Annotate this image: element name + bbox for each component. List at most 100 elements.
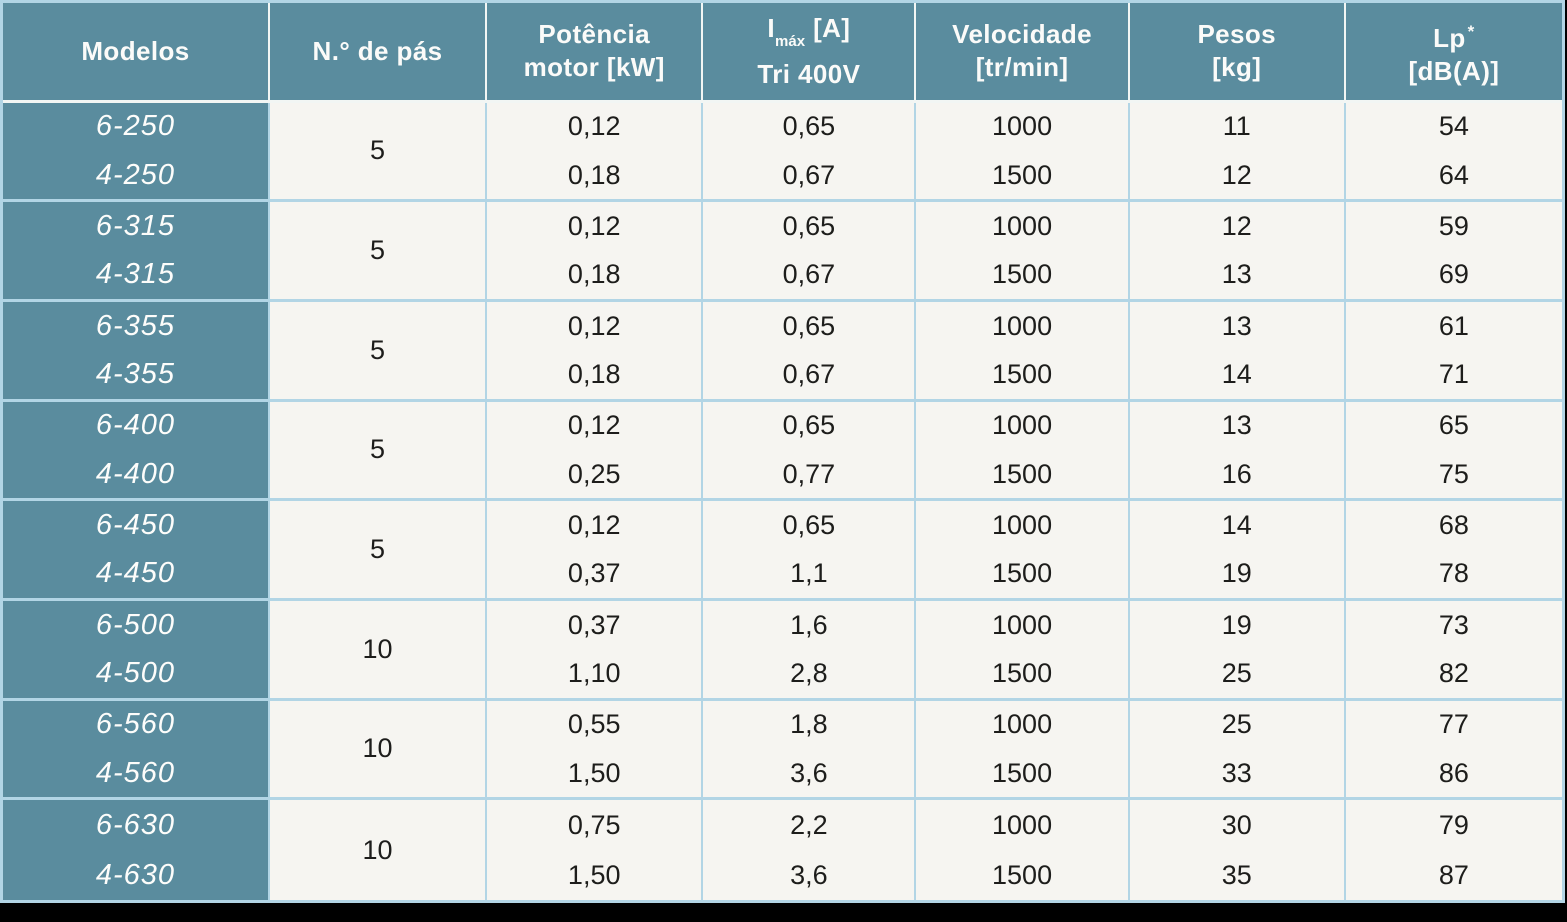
noise-cell: 61 71 [1345, 301, 1562, 402]
cell-value: 5 [370, 534, 386, 565]
cell-value: 13 [1221, 259, 1252, 290]
cell-value: 30 [1221, 809, 1252, 840]
cell-value: 0,37 [567, 609, 621, 640]
current-cell: 0,65 0,77 [703, 401, 917, 502]
header-modelos: Modelos [3, 3, 270, 103]
cell-value: 0,12 [567, 111, 621, 142]
model-name: 6-630 [95, 808, 176, 841]
current-cell: 0,65 1,1 [703, 501, 917, 601]
weight-cell: 13 16 [1129, 401, 1346, 502]
weight-cell: 11 12 [1129, 102, 1346, 203]
cell-value: 65 [1438, 410, 1469, 441]
cell-value: 1500 [992, 259, 1053, 290]
cell-value: 10 [362, 733, 393, 764]
weight-cell: 30 35 [1129, 800, 1346, 900]
model-cell: 6-400 4-400 [3, 401, 270, 502]
cell-value: 1500 [992, 558, 1053, 589]
power-cell: 0,75 1,50 [487, 800, 704, 900]
cell-value: 0,12 [567, 310, 621, 341]
cell-value: 78 [1438, 558, 1469, 589]
cell-value: 1,50 [567, 859, 621, 890]
current-cell: 0,65 0,67 [703, 202, 917, 302]
cell-value: 0,75 [567, 809, 621, 840]
noise-cell: 65 75 [1345, 401, 1562, 502]
cell-value: 79 [1438, 809, 1469, 840]
weight-cell: 14 19 [1129, 501, 1346, 601]
cell-value: 1000 [992, 310, 1053, 341]
cell-value: 0,55 [567, 709, 621, 740]
cell-value: 0,67 [782, 159, 836, 190]
model-name: 6-315 [95, 209, 176, 242]
cell-value: 0,65 [782, 410, 836, 441]
cell-value: 1000 [992, 210, 1053, 241]
blades-cell: 5 [269, 501, 488, 601]
cell-value: 0,65 [782, 509, 836, 540]
header-weight: Pesos [kg] [1129, 3, 1346, 103]
speed-cell: 1000 1500 [916, 501, 1130, 601]
noise-cell: 73 82 [1345, 600, 1562, 701]
cell-value: 0,37 [567, 558, 621, 589]
model-cell: 6-500 4-500 [3, 600, 270, 701]
current-cell: 1,6 2,8 [703, 600, 917, 701]
speed-cell: 1000 1500 [916, 800, 1130, 900]
cell-value: 0,65 [782, 111, 836, 142]
model-name: 6-355 [95, 309, 176, 342]
cell-value: 1000 [992, 111, 1053, 142]
header-label-line2: [tr/min] [975, 52, 1069, 83]
model-name: 6-560 [95, 708, 176, 741]
lp-asterisk: * [1467, 21, 1475, 41]
header-imax: Imáx [A] Tri 400V [703, 3, 917, 103]
cell-value: 0,67 [782, 259, 836, 290]
cell-value: 1500 [992, 359, 1053, 389]
cell-value: 1,8 [790, 709, 828, 740]
cell-value: 10 [362, 834, 393, 865]
header-label-line1: Velocidade [952, 19, 1092, 50]
lp-base: Lp [1433, 22, 1466, 53]
cell-value: 3,6 [790, 757, 828, 788]
header-noise: Lp * [dB(A)] [1345, 3, 1562, 103]
cell-value: 0,18 [567, 259, 621, 290]
cell-value: 0,12 [567, 210, 621, 241]
imax-unit: [A] [813, 12, 851, 43]
current-cell: 1,8 3,6 [703, 700, 917, 801]
cell-value: 5 [370, 235, 386, 266]
power-cell: 0,55 1,50 [487, 700, 704, 801]
model-cell: 6-315 4-315 [3, 202, 270, 302]
model-name: 4-355 [95, 358, 176, 390]
spec-table: Modelos N.° de pás Potência motor [kW] I… [0, 0, 1565, 903]
cell-value: 1,10 [567, 658, 621, 688]
header-label-line2: [kg] [1212, 52, 1262, 83]
speed-cell: 1000 1500 [916, 700, 1130, 801]
noise-cell: 54 64 [1345, 102, 1562, 203]
cell-value: 12 [1221, 159, 1252, 190]
cell-value: 1,6 [790, 609, 828, 640]
cell-value: 1500 [992, 859, 1053, 890]
imax-base: I [767, 12, 776, 43]
model-cell: 6-630 4-630 [3, 800, 270, 900]
cell-value: 1500 [992, 159, 1053, 190]
model-name: 6-250 [95, 110, 176, 143]
power-cell: 0,12 0,18 [487, 301, 704, 402]
power-cell: 0,12 0,18 [487, 102, 704, 203]
header-label-line2: Tri 400V [757, 58, 861, 89]
cell-value: 19 [1221, 609, 1252, 640]
blades-cell: 10 [269, 700, 488, 801]
cell-value: 87 [1438, 859, 1469, 890]
weight-cell: 19 25 [1129, 600, 1346, 701]
cell-value: 1000 [992, 410, 1053, 441]
model-cell: 6-355 4-355 [3, 301, 270, 402]
cell-value: 0,12 [567, 410, 621, 441]
weight-cell: 12 13 [1129, 202, 1346, 302]
cell-value: 1000 [992, 509, 1053, 540]
cell-value: 71 [1438, 359, 1469, 389]
model-name: 4-315 [95, 258, 176, 291]
model-name: 6-500 [95, 608, 176, 641]
model-name: 6-450 [95, 508, 176, 541]
cell-value: 14 [1221, 509, 1252, 540]
cell-value: 5 [370, 334, 386, 365]
power-cell: 0,37 1,10 [487, 600, 704, 701]
header-label-line1: Imáx [A] [767, 12, 850, 58]
blades-cell: 10 [269, 800, 488, 900]
model-name: 4-250 [95, 158, 176, 191]
speed-cell: 1000 1500 [916, 102, 1130, 203]
